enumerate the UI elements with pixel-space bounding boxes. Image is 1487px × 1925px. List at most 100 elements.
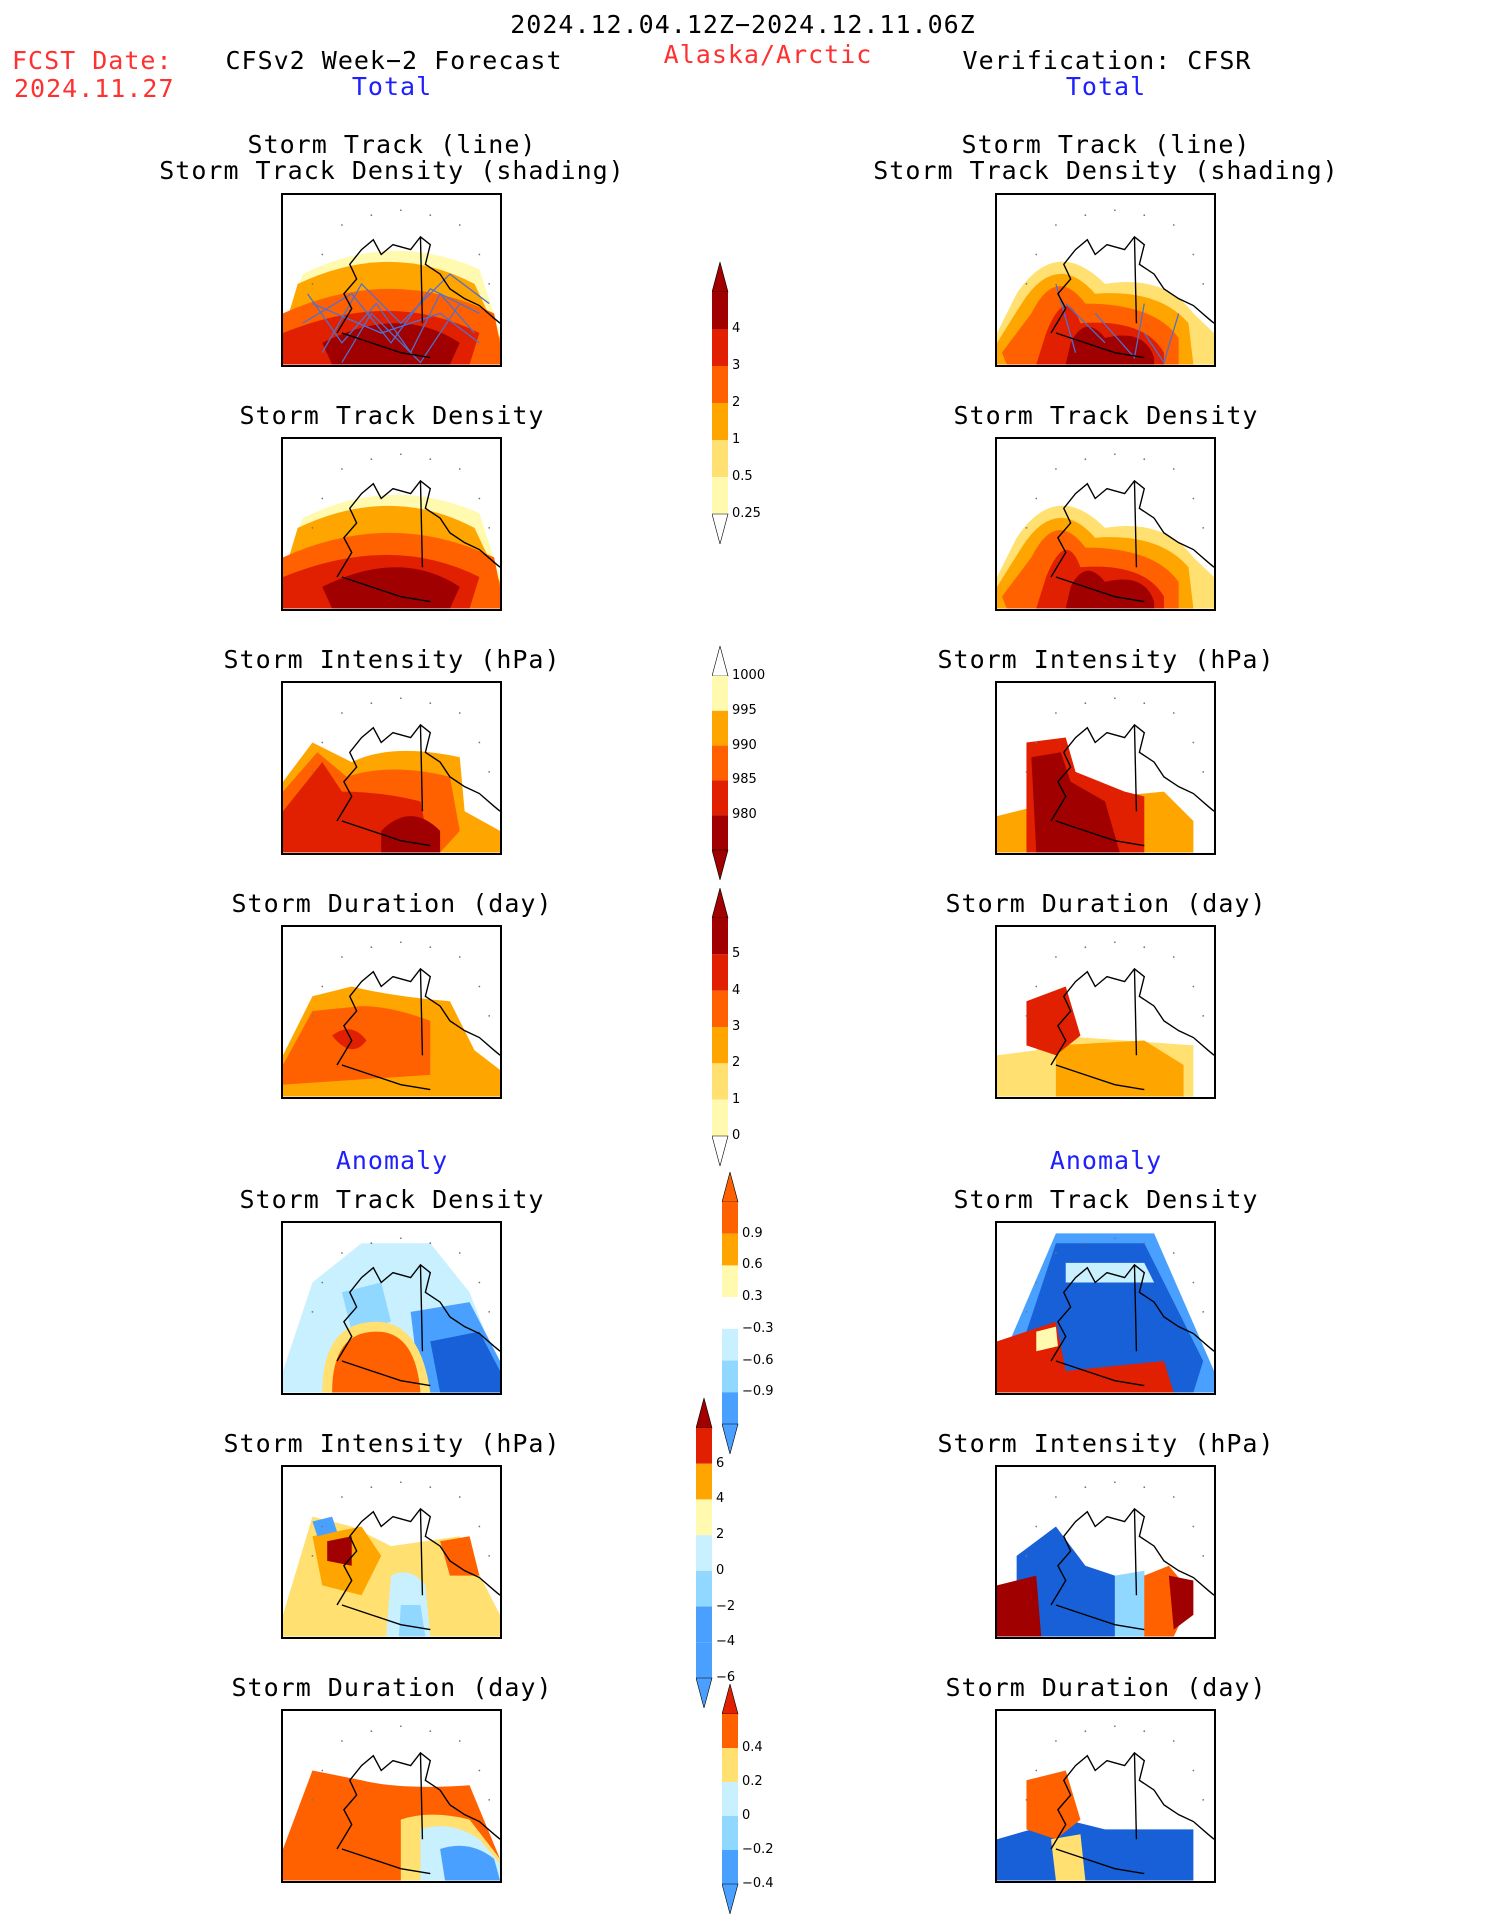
shading-region [1051, 1834, 1086, 1881]
map-anom-duration-forecast [281, 1709, 502, 1883]
grid-dot [488, 527, 491, 529]
colorbar-density-total: 4 3 2 1 0.5 0.25 [712, 262, 802, 544]
grid-dot [1172, 1252, 1175, 1254]
panel-title-anom-duration-left: Storm Duration (day) [231, 1673, 553, 1702]
grid-dot [341, 1496, 343, 1498]
panel-title-anom-density-left: Storm Track Density [239, 1185, 545, 1214]
colorbar-tick-label: 2 [732, 395, 741, 410]
colorbar-intensity-total: 1000 995 990 985 980 [712, 646, 802, 880]
grid-dot [478, 497, 481, 500]
grid-dot [1084, 214, 1087, 217]
grid-dot [1192, 497, 1195, 500]
colorbar-segment [696, 1535, 712, 1571]
grid-dot [1202, 771, 1205, 773]
grid-dot [458, 224, 461, 226]
colorbar-segment [712, 990, 728, 1027]
colorbar-segment [722, 1202, 738, 1234]
shading-region [997, 1575, 1042, 1637]
coastline [1050, 479, 1214, 603]
storm-track-line [321, 273, 490, 353]
colorbar-tick-label: 5 [732, 946, 741, 962]
grid-dot [1113, 941, 1116, 944]
grid-dot [1143, 458, 1146, 461]
grid-dot [458, 1496, 461, 1498]
shading-region [381, 816, 441, 853]
colorbar-bottom-arrow [696, 1677, 713, 1708]
grid-dot [1035, 1769, 1038, 1772]
coastline [1050, 967, 1214, 1091]
colorbar-tick-label: 4 [732, 321, 741, 336]
colorbar-density-anom: 0.9 0.6 0.3 −0.3 −0.6 −0.9 [722, 1172, 812, 1454]
grid-dot [1025, 283, 1028, 285]
map-anom-density-verification [995, 1221, 1216, 1395]
panel-title-line2: Storm Track Density (shading) [873, 156, 1339, 185]
colorbar-segment [696, 1463, 712, 1500]
grid-dot [429, 702, 432, 705]
grid-dot [399, 697, 402, 700]
grid-dot [478, 985, 481, 988]
map-anom-intensity-verification [995, 1465, 1216, 1639]
total-right: Total [1065, 72, 1147, 101]
colorbar-bottom-arrow [712, 1135, 729, 1166]
colorbar-segment [722, 1714, 738, 1748]
grid-dot [1143, 702, 1146, 705]
grid-dot [1035, 741, 1038, 744]
grid-dot [370, 946, 373, 949]
grid-dot [321, 1281, 324, 1284]
colorbar-tick-label: −2 [716, 1598, 736, 1614]
grid-dot [1055, 712, 1057, 714]
panel-title-anom-intensity-right: Storm Intensity (hPa) [937, 1429, 1275, 1458]
colorbar-tick-label: 0 [716, 1562, 725, 1578]
colorbar-segment [722, 1360, 738, 1393]
grid-dot [1192, 985, 1195, 988]
coastline [336, 967, 500, 1091]
grid-dot [1172, 1496, 1175, 1498]
grid-dot [1025, 1015, 1028, 1017]
left-title: CFSv2 Week−2 Forecast [225, 46, 563, 75]
grid-dot [1202, 1555, 1205, 1557]
grid-dot [458, 1740, 461, 1742]
colorbar-top-arrow [722, 1172, 739, 1203]
grid-dot [1025, 527, 1028, 529]
grid-dot [458, 712, 461, 714]
grid-dot [1025, 771, 1028, 773]
grid-dot [1055, 468, 1057, 470]
colorbar-segment [722, 1265, 738, 1298]
grid-dot [341, 1252, 343, 1254]
grid-dot [1055, 1252, 1057, 1254]
colorbar-tick-label: −0.6 [742, 1352, 774, 1368]
grid-dot [341, 224, 343, 226]
grid-dot [458, 956, 461, 958]
grid-dot [1025, 1555, 1028, 1557]
colorbar-tick-label: 4 [716, 1491, 725, 1507]
grid-dot [1113, 1481, 1116, 1484]
colorbar-tick-label: −6 [716, 1670, 736, 1685]
colorbar-segment [712, 440, 728, 477]
grid-dot [429, 1730, 432, 1733]
colorbar-segment [712, 780, 728, 816]
period-title: 2024.12.04.12Z−2024.12.11.06Z [510, 10, 976, 39]
grid-dot [1172, 1740, 1175, 1742]
colorbar-tick-label: −4 [716, 1634, 736, 1650]
grid-dot [1084, 1242, 1087, 1245]
colorbar-tick-label: 3 [732, 1019, 741, 1034]
panel-title-anom-intensity-left: Storm Intensity (hPa) [223, 1429, 561, 1458]
grid-dot [429, 1486, 432, 1489]
grid-dot [1113, 209, 1116, 212]
grid-dot [321, 253, 324, 256]
colorbar-segment [712, 918, 728, 955]
colorbar-tick-label: 0.9 [742, 1225, 763, 1241]
storm-track-line [1143, 313, 1180, 364]
grid-dot [1084, 702, 1087, 705]
colorbar-tick-label: 0.2 [742, 1774, 763, 1789]
grid-dot [399, 1237, 402, 1240]
panel-title-anom-duration-right: Storm Duration (day) [945, 1673, 1267, 1702]
coastline [1050, 723, 1214, 847]
panel-title-track-right: Storm Track (line) Storm Track Density (… [873, 132, 1339, 184]
grid-dot [429, 214, 432, 217]
grid-dot [1172, 224, 1175, 226]
map-density-forecast [281, 437, 502, 611]
map-anom-duration-verification [995, 1709, 1216, 1883]
grid-dot [1202, 283, 1205, 285]
grid-dot [311, 1799, 314, 1801]
